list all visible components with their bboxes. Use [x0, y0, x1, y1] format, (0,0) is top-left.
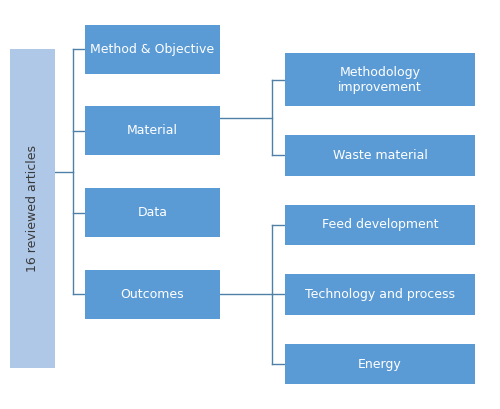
Text: Waste material: Waste material [332, 149, 428, 162]
FancyBboxPatch shape [285, 274, 475, 315]
Text: Energy: Energy [358, 357, 402, 371]
FancyBboxPatch shape [285, 344, 475, 384]
FancyBboxPatch shape [285, 135, 475, 176]
FancyBboxPatch shape [85, 25, 220, 74]
FancyBboxPatch shape [85, 188, 220, 237]
FancyBboxPatch shape [85, 270, 220, 319]
Text: Technology and process: Technology and process [305, 288, 455, 301]
Text: Methodology
improvement: Methodology improvement [338, 66, 422, 94]
Text: 16 reviewed articles: 16 reviewed articles [26, 145, 39, 272]
FancyBboxPatch shape [10, 49, 55, 368]
Text: Outcomes: Outcomes [120, 288, 184, 301]
FancyBboxPatch shape [285, 204, 475, 245]
FancyBboxPatch shape [85, 106, 220, 155]
Text: Data: Data [138, 206, 168, 219]
Text: Method & Objective: Method & Objective [90, 43, 214, 56]
FancyBboxPatch shape [285, 53, 475, 106]
Text: Material: Material [127, 124, 178, 137]
Text: Feed development: Feed development [322, 218, 438, 231]
